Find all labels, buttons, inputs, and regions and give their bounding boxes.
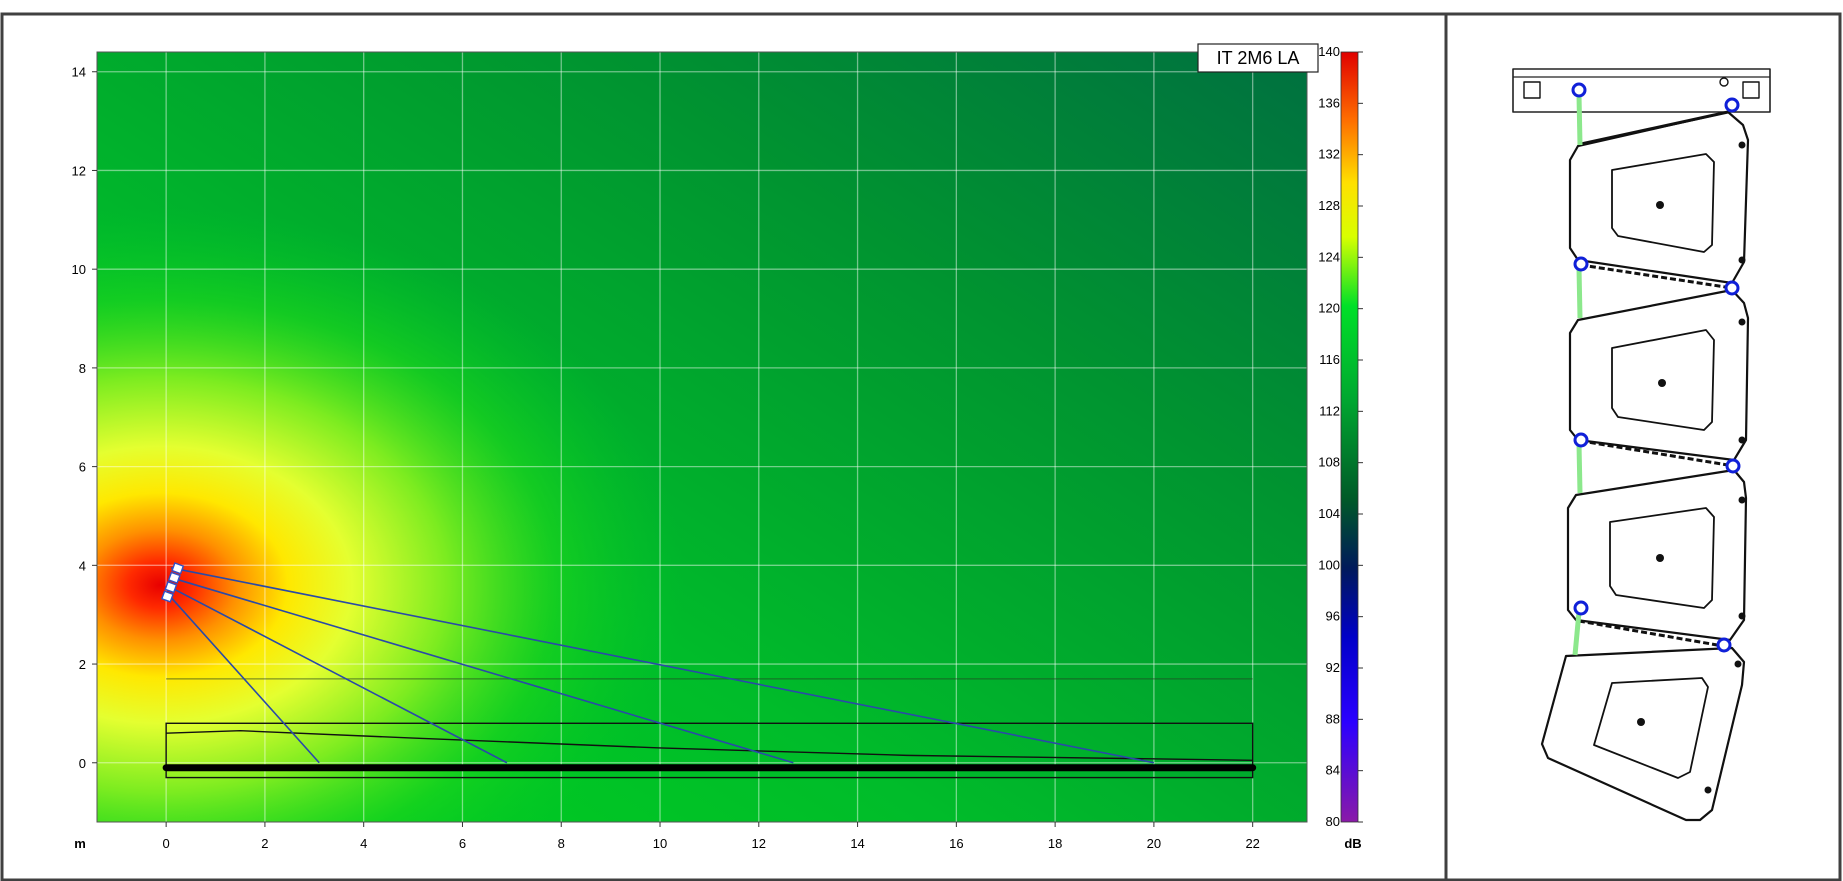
aim-line bbox=[170, 576, 794, 764]
aim-line bbox=[170, 586, 508, 764]
colorbar-scale bbox=[1340, 51, 1359, 823]
heatmap-plot: 0 2 4 6 8 10 12 14 16 18 20 22 0 2 4 6 8 10 12 14 m bbox=[72, 51, 1308, 851]
cabinet-2 bbox=[1568, 288, 1750, 462]
x-tick-label: 20 bbox=[1147, 836, 1161, 851]
source-enclosure bbox=[164, 580, 178, 594]
y-tick-label: 14 bbox=[72, 65, 86, 80]
y-tick-label: 6 bbox=[79, 460, 86, 475]
y-tick-label: 12 bbox=[72, 163, 86, 178]
cabinet-4 bbox=[1540, 646, 1746, 822]
source-array-icon bbox=[160, 562, 185, 603]
colorbar: 80 84 88 92 96 100 104 108 112 116 120 124 128 132 136… bbox=[1318, 44, 1363, 851]
y-tick-label: 0 bbox=[79, 756, 86, 771]
model-label-frame bbox=[1197, 43, 1319, 73]
flying-bar-slot-left bbox=[1523, 81, 1541, 99]
x-tick-label: 6 bbox=[459, 836, 466, 851]
colorbar-tick-label: 84 bbox=[1326, 763, 1340, 778]
model-label: IT 2M6 LA bbox=[1217, 48, 1300, 68]
cabinet-3 bbox=[1566, 468, 1748, 642]
colorbar-tick-label: 88 bbox=[1326, 711, 1340, 726]
source-enclosure bbox=[160, 590, 174, 603]
array-rigging-diagram bbox=[1512, 68, 1771, 822]
plot-border bbox=[96, 51, 1308, 823]
colorbar-tick-label: 124 bbox=[1318, 249, 1340, 264]
x-tick-label: 10 bbox=[653, 836, 667, 851]
y-tick-label: 8 bbox=[79, 361, 86, 376]
rigging-pins bbox=[1571, 82, 1741, 653]
source-enclosure bbox=[167, 571, 181, 584]
colorbar-tick-label: 104 bbox=[1318, 506, 1340, 521]
rigging-links bbox=[1572, 94, 1583, 656]
flying-bar-pickpoint bbox=[1719, 77, 1729, 87]
y-tick-label: 4 bbox=[79, 558, 86, 573]
x-tick-label: 16 bbox=[949, 836, 963, 851]
colorbar-tick-label: 116 bbox=[1319, 352, 1340, 367]
x-unit-label: m bbox=[74, 836, 86, 851]
colorbar-unit-label: dB bbox=[1344, 836, 1361, 851]
x-tick-label: 18 bbox=[1048, 836, 1062, 851]
colorbar-tick-label: 96 bbox=[1326, 609, 1340, 624]
colorbar-tick-label: 80 bbox=[1326, 814, 1340, 829]
listening-area bbox=[165, 722, 1254, 779]
y-tick-label: 10 bbox=[72, 262, 86, 277]
colorbar-tick-labels: 80 84 88 92 96 100 104 108 112 116 120 124 128 132 136… bbox=[1318, 44, 1363, 829]
grid-lines bbox=[97, 52, 1307, 822]
colorbar-tick-label: 100 bbox=[1318, 557, 1340, 572]
x-tick-label: 8 bbox=[558, 836, 565, 851]
colorbar-tick-label: 92 bbox=[1326, 660, 1340, 675]
splay-links bbox=[1578, 110, 1735, 648]
x-tick-label: 0 bbox=[163, 836, 170, 851]
colorbar-tick-label: 128 bbox=[1318, 198, 1340, 213]
colorbar-tick-label: 112 bbox=[1319, 403, 1340, 418]
y-tick-label: 2 bbox=[79, 657, 86, 672]
colorbar-tick-label: 140 bbox=[1318, 44, 1340, 59]
aim-line bbox=[170, 567, 1155, 764]
colorbar-tick-label: 120 bbox=[1318, 301, 1340, 316]
coverage-curve bbox=[166, 729, 1253, 762]
x-tick-label: 4 bbox=[360, 836, 367, 851]
model-label-box: IT 2M6 LA bbox=[1197, 43, 1319, 73]
heatmap-hotspot bbox=[97, 52, 1307, 822]
x-tick-label: 12 bbox=[752, 836, 766, 851]
plot-objects bbox=[160, 562, 1257, 779]
x-tick-label: 2 bbox=[261, 836, 268, 851]
y-tick-labels: 0 2 4 6 8 10 12 14 bbox=[72, 65, 97, 771]
colorbar-tick-label: 108 bbox=[1318, 455, 1340, 470]
source-enclosure bbox=[171, 562, 185, 575]
x-tick-label: 14 bbox=[850, 836, 864, 851]
colorbar-tick-label: 132 bbox=[1318, 147, 1340, 162]
cabinet-1 bbox=[1568, 110, 1750, 285]
x-tick-labels: 0 2 4 6 8 10 12 14 16 18 20 22 bbox=[163, 822, 1260, 851]
flying-bar-slot-right bbox=[1742, 81, 1760, 99]
x-tick-label: 22 bbox=[1245, 836, 1259, 851]
colorbar-tick-label: 136 bbox=[1318, 95, 1340, 110]
aim-line bbox=[170, 596, 320, 764]
